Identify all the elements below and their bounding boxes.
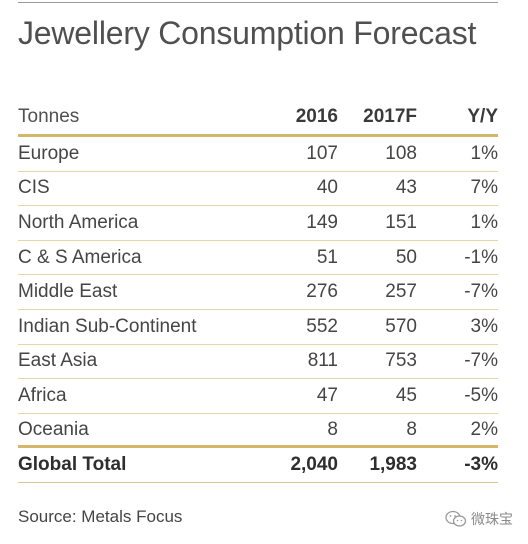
value-2016: 47	[316, 384, 338, 406]
table-row: Europe 107 108 1%	[18, 137, 498, 172]
value-yy: -7%	[464, 281, 498, 303]
value-2017f: 257	[385, 281, 417, 303]
value-2016: 8	[327, 418, 338, 440]
value-yy: 2%	[470, 418, 498, 440]
watermark-text: 微珠宝	[471, 511, 513, 527]
table-row: Middle East 276 257 -7%	[18, 275, 498, 310]
table-header-row: Tonnes 2016 2017F Y/Y	[18, 99, 498, 137]
total-label: Global Total	[18, 454, 127, 476]
value-2016: 552	[306, 315, 338, 337]
value-2017f: 108	[385, 142, 417, 164]
value-2017f: 43	[395, 177, 417, 199]
table-row: CIS 40 43 7%	[18, 172, 498, 207]
value-yy: -5%	[464, 384, 498, 406]
region-label: East Asia	[18, 350, 98, 372]
value-yy: 7%	[470, 177, 498, 199]
region-label: CIS	[18, 177, 50, 199]
region-label: C & S America	[18, 246, 142, 268]
region-label: North America	[18, 211, 139, 233]
value-2017f: 50	[395, 246, 417, 268]
top-rule	[18, 2, 498, 3]
total-2016: 2,040	[290, 454, 338, 476]
table-row: East Asia 811 753 -7%	[18, 345, 498, 380]
value-2016: 107	[306, 142, 338, 164]
value-2017f: 753	[385, 350, 417, 372]
watermark: 微珠宝	[445, 509, 513, 529]
value-yy: 1%	[470, 142, 498, 164]
table-row: Africa 47 45 -5%	[18, 379, 498, 414]
value-yy: 3%	[470, 315, 498, 337]
source-note: Source: Metals Focus	[18, 507, 183, 526]
value-2017f: 570	[385, 315, 417, 337]
value-2016: 51	[316, 246, 338, 268]
wechat-icon	[445, 510, 467, 527]
value-2016: 276	[306, 281, 338, 303]
region-label: Middle East	[18, 281, 118, 303]
header-yy: Y/Y	[467, 105, 498, 127]
region-label: Oceania	[18, 418, 89, 440]
table-row: Indian Sub-Continent 552 570 3%	[18, 310, 498, 345]
consumption-table: Tonnes 2016 2017F Y/Y Europe 107 108 1% …	[18, 99, 498, 484]
header-tonnes: Tonnes	[18, 105, 80, 127]
value-2016: 811	[307, 350, 338, 372]
value-yy: -7%	[464, 350, 498, 372]
header-2017f: 2017F	[363, 105, 417, 127]
value-yy: -1%	[464, 246, 498, 268]
table-row: C & S America 51 50 -1%	[18, 241, 498, 276]
value-2017f: 151	[385, 211, 417, 233]
total-2017f: 1,983	[369, 454, 417, 476]
value-yy: 1%	[470, 211, 498, 233]
header-2016: 2016	[295, 105, 338, 127]
region-label: Indian Sub-Continent	[18, 315, 197, 337]
total-yy: -3%	[464, 454, 498, 476]
table-total-row: Global Total 2,040 1,983 -3%	[18, 448, 498, 484]
region-label: Europe	[18, 142, 80, 164]
value-2017f: 8	[406, 418, 417, 440]
table-row: Oceania 8 8 2%	[18, 414, 498, 449]
region-label: Africa	[18, 384, 67, 406]
page-title: Jewellery Consumption Forecast	[18, 15, 477, 51]
value-2017f: 45	[395, 384, 417, 406]
value-2016: 40	[316, 177, 338, 199]
table-row: North America 149 151 1%	[18, 206, 498, 241]
value-2016: 149	[306, 211, 338, 233]
